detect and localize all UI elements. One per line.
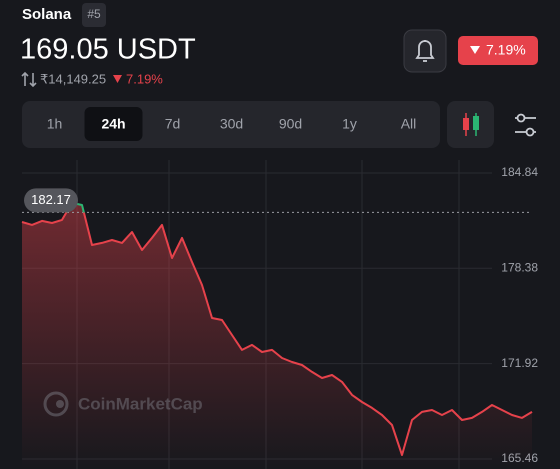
chart-type-button[interactable] [447, 101, 494, 148]
down-arrow [113, 75, 122, 83]
coin-name: Solana [22, 6, 72, 23]
rank: #5 [87, 7, 101, 21]
price-area [22, 202, 532, 469]
settings-icon[interactable] [515, 113, 536, 137]
tab[interactable]: All [401, 116, 417, 132]
tab[interactable]: 1y [342, 116, 357, 132]
y-tick-label: 184.84 [501, 165, 538, 179]
change: 7.19% [126, 71, 163, 86]
badge-change: 7.19% [486, 42, 526, 58]
down-arrow [470, 46, 480, 54]
tab-selected-bg [84, 107, 143, 141]
watermark: CoinMarketCap [78, 394, 203, 413]
alert-button[interactable] [403, 29, 447, 73]
y-tick-label: 178.38 [501, 260, 538, 274]
reference-label-bg [24, 188, 78, 213]
rank-badge [82, 3, 106, 27]
y-tick-label: 171.92 [501, 356, 538, 370]
bell-icon [415, 40, 435, 62]
change-badge [458, 36, 538, 65]
watermark-logo [43, 391, 69, 417]
tab[interactable]: 1h [47, 116, 63, 132]
tab[interactable]: 24h [101, 116, 125, 132]
candle-icon [463, 113, 479, 136]
tabs: 1h 24h 7d 30d 90d 1y All [47, 107, 417, 141]
tab[interactable]: 30d [220, 116, 243, 132]
price: 169.05 USDT [20, 34, 196, 66]
tab[interactable]: 7d [165, 116, 181, 132]
swap-icon [21, 71, 37, 88]
reference-label: 182.17 [31, 192, 71, 207]
price-line [21, 201, 533, 456]
tab[interactable]: 90d [279, 116, 302, 132]
fiat-price: ₹14,149.25 [40, 71, 106, 86]
